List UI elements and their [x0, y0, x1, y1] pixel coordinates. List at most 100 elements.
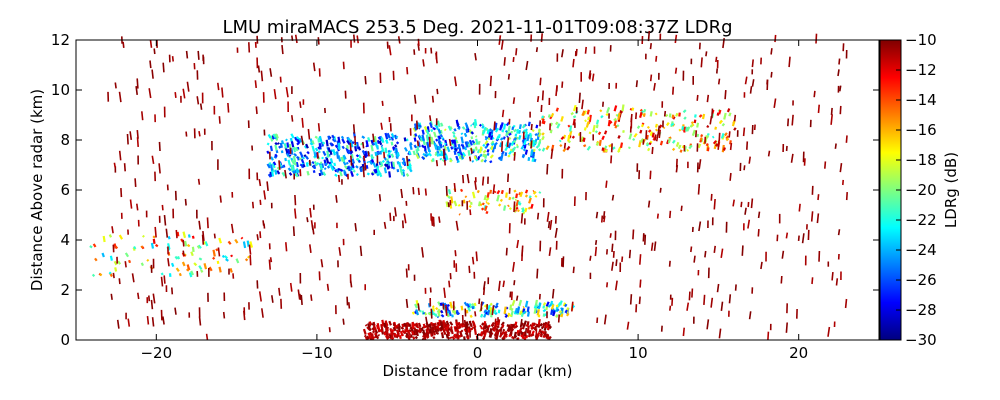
- ldr-point: [711, 135, 715, 139]
- ldr-point: [321, 156, 324, 160]
- ldr-point: [227, 102, 230, 113]
- ldr-point: [356, 35, 359, 44]
- ldr-point: [345, 161, 349, 165]
- ldr-point: [551, 288, 555, 299]
- ldr-point: [109, 255, 113, 261]
- ldr-point: [288, 172, 293, 176]
- ldr-point: [565, 312, 570, 317]
- ldr-point: [326, 150, 330, 158]
- ldr-point: [328, 161, 332, 165]
- ldr-point: [521, 245, 524, 257]
- ldr-point: [287, 167, 292, 172]
- ldr-point: [648, 142, 652, 146]
- ldr-point: [390, 136, 394, 141]
- ldr-point: [495, 333, 499, 341]
- x-tick-label: 10: [629, 344, 648, 362]
- ldr-point: [436, 321, 440, 326]
- ldr-point: [292, 170, 296, 175]
- ldr-point: [644, 234, 647, 245]
- ldr-point: [276, 170, 280, 173]
- ldr-point: [497, 319, 501, 326]
- ldr-point: [281, 45, 284, 55]
- ldr-point: [235, 258, 240, 264]
- ldr-point: [405, 268, 408, 278]
- ldr-point: [427, 311, 432, 316]
- ldr-point: [701, 113, 706, 120]
- ldr-point: [218, 266, 222, 273]
- ldr-point: [175, 229, 178, 239]
- ldr-point: [502, 328, 506, 332]
- ldr-point: [541, 330, 545, 334]
- ldr-point: [376, 324, 380, 330]
- ldr-point: [507, 154, 511, 158]
- ldr-point: [151, 317, 155, 327]
- ldr-point: [672, 86, 675, 95]
- colorbar-label: LDRg (dB): [942, 152, 960, 228]
- ldr-point: [483, 159, 488, 163]
- ldr-point: [150, 242, 155, 249]
- ldr-point: [387, 149, 391, 153]
- ldr-point: [697, 184, 701, 195]
- ldr-point: [376, 173, 380, 177]
- ldr-point: [408, 329, 412, 333]
- colorbar-tick-label: −20: [905, 181, 937, 199]
- ldr-point: [584, 119, 587, 123]
- ldr-point: [347, 149, 351, 155]
- ldr-point: [485, 127, 489, 131]
- ldr-point: [158, 163, 161, 174]
- ldr-point: [549, 116, 553, 120]
- ldr-point: [496, 325, 500, 329]
- ldr-point: [770, 71, 773, 78]
- ldr-point: [440, 150, 444, 157]
- ldr-point: [499, 333, 503, 338]
- ldr-point: [671, 139, 676, 144]
- ldr-point: [378, 140, 383, 146]
- ldr-point: [595, 211, 599, 219]
- ldr-point: [428, 324, 432, 330]
- ldr-point: [430, 47, 433, 54]
- ldr-point: [466, 303, 471, 308]
- ldr-point: [561, 49, 564, 58]
- ldr-point: [273, 88, 277, 100]
- ldr-point: [650, 242, 654, 251]
- ldr-point: [845, 192, 848, 201]
- ldr-point: [367, 332, 372, 339]
- ldr-point: [398, 161, 402, 168]
- ldr-point: [522, 308, 526, 313]
- ldr-point: [838, 58, 841, 65]
- ldr-point: [443, 128, 447, 132]
- colorbar-tick-label: −12: [905, 61, 937, 79]
- ldr-point: [445, 185, 448, 196]
- ldr-point: [560, 136, 565, 141]
- ldr-point: [366, 160, 370, 164]
- ldr-point: [582, 138, 586, 143]
- ldr-point: [202, 231, 205, 241]
- ldr-point: [594, 246, 598, 257]
- ldr-point: [413, 137, 417, 142]
- ldr-point: [271, 136, 275, 140]
- ldr-point: [510, 130, 514, 134]
- ldr-point: [350, 170, 354, 177]
- ldr-point: [456, 146, 460, 150]
- ldr-point: [402, 322, 407, 328]
- ldr-point: [446, 330, 451, 337]
- ldr-point: [696, 133, 700, 138]
- ldr-point: [443, 287, 446, 298]
- ldr-point: [471, 306, 475, 310]
- ldr-point: [196, 245, 201, 249]
- ldr-point: [317, 123, 321, 132]
- ldr-point: [698, 221, 702, 232]
- ldr-point: [541, 147, 546, 152]
- colorbar-tick-label: −22: [905, 211, 937, 229]
- ldr-point: [439, 141, 443, 145]
- ldr-point: [114, 267, 118, 272]
- ldr-point: [509, 304, 513, 311]
- ldr-point: [516, 329, 520, 335]
- ldr-point: [215, 248, 219, 252]
- ldr-point: [415, 329, 419, 337]
- ldr-point: [639, 129, 643, 134]
- ldr-point: [491, 326, 495, 331]
- ldr-point: [477, 332, 481, 337]
- ldr-point: [486, 142, 490, 147]
- ldr-point: [303, 154, 307, 158]
